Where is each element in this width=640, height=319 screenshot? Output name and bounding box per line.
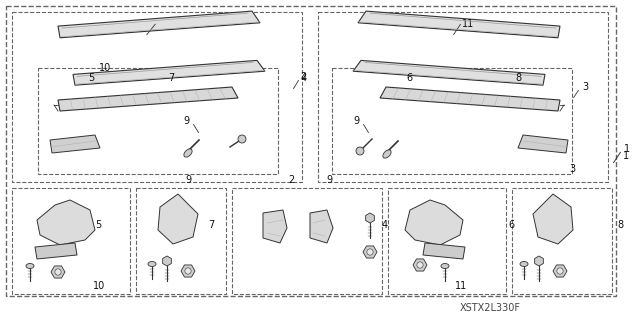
Text: 1: 1: [624, 144, 630, 154]
Polygon shape: [181, 265, 195, 277]
Text: 6: 6: [508, 220, 514, 230]
Text: 8: 8: [617, 220, 623, 230]
Polygon shape: [58, 11, 260, 38]
Text: 4: 4: [382, 220, 388, 230]
Text: 6: 6: [406, 73, 413, 83]
Polygon shape: [35, 243, 77, 259]
Bar: [136, 188, 226, 294]
Polygon shape: [37, 200, 95, 245]
Polygon shape: [310, 210, 333, 243]
Text: 2: 2: [288, 175, 294, 185]
Polygon shape: [534, 256, 543, 266]
Bar: [232, 188, 382, 294]
Circle shape: [55, 269, 61, 275]
Text: 7: 7: [208, 220, 214, 230]
Circle shape: [238, 135, 246, 143]
Text: 9: 9: [326, 175, 333, 185]
Text: 5: 5: [95, 220, 101, 230]
Bar: [38, 68, 278, 174]
Text: 7: 7: [168, 73, 175, 83]
Polygon shape: [58, 87, 238, 111]
Text: 11: 11: [462, 19, 474, 29]
Bar: [318, 12, 608, 182]
Polygon shape: [50, 135, 100, 153]
Text: 8: 8: [515, 73, 522, 83]
Ellipse shape: [148, 262, 156, 266]
Ellipse shape: [383, 150, 391, 158]
Bar: [332, 68, 572, 174]
Text: 10: 10: [99, 63, 111, 73]
Polygon shape: [363, 246, 377, 258]
Bar: [12, 12, 302, 182]
Polygon shape: [423, 243, 465, 259]
Text: 4: 4: [301, 73, 307, 83]
Polygon shape: [158, 194, 198, 244]
Circle shape: [557, 268, 563, 274]
Text: XSTX2L330F: XSTX2L330F: [460, 303, 520, 313]
Circle shape: [185, 268, 191, 274]
Circle shape: [356, 147, 364, 155]
Ellipse shape: [520, 262, 528, 266]
Polygon shape: [163, 256, 172, 266]
Polygon shape: [518, 135, 568, 153]
Polygon shape: [533, 194, 573, 244]
Polygon shape: [353, 60, 545, 85]
Polygon shape: [380, 87, 560, 111]
Text: 3: 3: [570, 164, 576, 174]
Text: 5: 5: [88, 73, 95, 83]
Bar: [388, 188, 506, 294]
Ellipse shape: [441, 263, 449, 269]
Polygon shape: [263, 210, 287, 243]
Polygon shape: [553, 265, 567, 277]
Polygon shape: [73, 60, 265, 85]
Polygon shape: [365, 213, 374, 223]
Text: 2: 2: [300, 72, 307, 82]
Text: 9: 9: [354, 116, 360, 126]
Circle shape: [417, 262, 423, 268]
Text: 1: 1: [623, 151, 629, 161]
Ellipse shape: [26, 263, 34, 269]
Ellipse shape: [184, 149, 192, 157]
Polygon shape: [51, 266, 65, 278]
Text: 9: 9: [186, 175, 192, 185]
Bar: [12, 188, 130, 294]
Circle shape: [367, 249, 373, 255]
Text: 11: 11: [454, 280, 467, 291]
Polygon shape: [413, 259, 427, 271]
Polygon shape: [405, 200, 463, 245]
Text: 9: 9: [183, 116, 189, 126]
Polygon shape: [358, 11, 560, 38]
Text: 3: 3: [582, 82, 588, 92]
Bar: [512, 188, 612, 294]
Text: 10: 10: [93, 280, 106, 291]
